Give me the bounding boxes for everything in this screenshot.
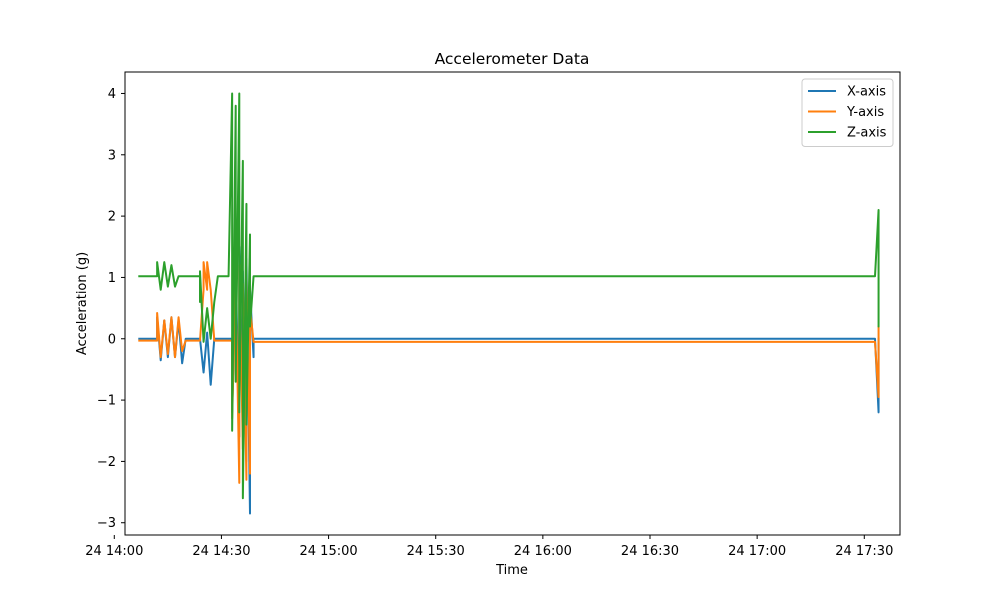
- y-tick-label: −1: [97, 394, 116, 409]
- y-tick-label: −2: [97, 455, 116, 470]
- plot-lines: [138, 92, 880, 515]
- legend-label: Y-axis: [846, 105, 884, 120]
- x-tick-label: 24 16:00: [514, 544, 572, 559]
- plot-frame: [124, 71, 901, 536]
- x-axis: 24 14:00 24 14:30 24 15:00 24 15:30 24 16:00…: [85, 535, 893, 559]
- y-tick-label: 1: [108, 271, 116, 286]
- x-tick-label: 24 15:30: [407, 544, 465, 559]
- series-line-z-axis: [138, 92, 880, 500]
- y-tick-label: 2: [108, 210, 116, 225]
- y-tick-label: −3: [97, 516, 116, 531]
- x-tick-label: 24 17:00: [728, 544, 786, 559]
- y-axis: −3 −2 −1 0 1 2 3 4: [97, 87, 125, 531]
- y-axis-title: Acceleration (g): [75, 252, 90, 355]
- x-tick-label: 24 15:00: [300, 544, 358, 559]
- legend-label: X-axis: [847, 85, 886, 100]
- x-tick-label: 24 16:30: [621, 544, 679, 559]
- legend-box: [801, 78, 894, 147]
- legend: X-axis Y-axis Z-axis: [801, 78, 894, 147]
- x-axis-title: Time: [495, 563, 528, 578]
- x-tick-label: 24 14:00: [85, 544, 143, 559]
- x-tick-label: 24 17:30: [835, 544, 893, 559]
- y-tick-label: 0: [108, 332, 116, 347]
- legend-label: Z-axis: [847, 126, 887, 141]
- y-tick-label: 3: [108, 148, 116, 163]
- x-tick-label: 24 14:30: [192, 544, 250, 559]
- chart-title: Accelerometer Data: [435, 50, 590, 68]
- y-tick-label: 4: [108, 87, 116, 102]
